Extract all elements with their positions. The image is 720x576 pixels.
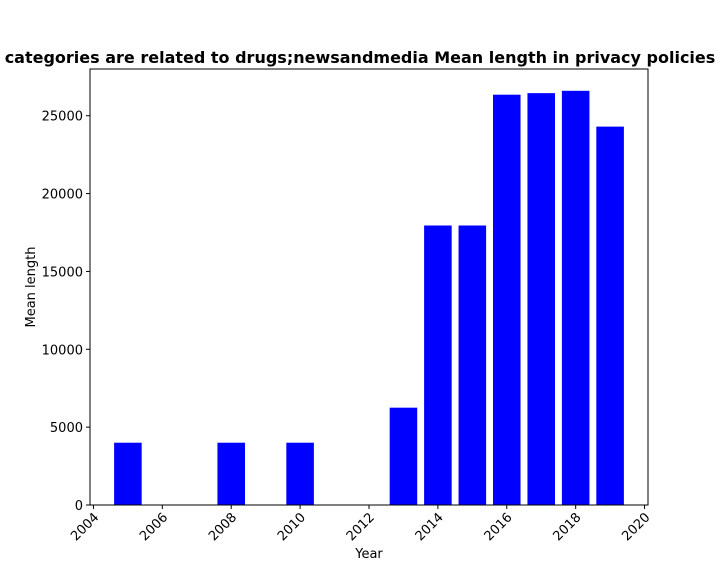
y-axis-label: Mean length <box>24 247 39 328</box>
bar-2010 <box>286 442 314 505</box>
x-tick-label: 2012 <box>344 510 378 544</box>
y-tick-label: 15000 <box>42 265 83 280</box>
bar-2019 <box>596 126 624 505</box>
y-tick-label: 25000 <box>42 110 83 125</box>
y-axis-ticks: 0 5000 10000 15000 20000 25000 <box>42 110 90 514</box>
bar-2014 <box>424 225 452 505</box>
bar-2018 <box>561 90 590 506</box>
bar-2017 <box>527 93 555 505</box>
x-tick-label: 2018 <box>550 510 584 544</box>
y-tick-label: 5000 <box>50 421 83 436</box>
bar-2008 <box>217 442 245 505</box>
chart-title: categories are related to drugs;newsandm… <box>5 48 716 67</box>
x-tick-label: 2010 <box>275 510 309 544</box>
bar-2016 <box>493 94 521 505</box>
x-axis-label: Year <box>354 547 383 562</box>
bar-2013 <box>389 407 418 505</box>
x-axis-ticks: 2004 2006 2008 2010 2012 2014 2016 2018 2020 <box>68 505 653 544</box>
plot-frame <box>89 68 649 506</box>
x-tick-label: 2004 <box>68 510 102 544</box>
y-tick-label: 0 <box>75 499 83 514</box>
bar-2015 <box>458 225 487 505</box>
x-tick-label: 2016 <box>482 510 516 544</box>
x-tick-label: 2014 <box>413 510 447 544</box>
x-tick-label: 2008 <box>206 510 240 544</box>
y-tick-label: 10000 <box>42 343 83 358</box>
y-tick-label: 20000 <box>42 188 83 203</box>
x-tick-label: 2006 <box>137 510 171 544</box>
bar-2005 <box>114 442 142 505</box>
bars-group <box>114 90 624 506</box>
x-tick-label: 2020 <box>619 510 653 544</box>
